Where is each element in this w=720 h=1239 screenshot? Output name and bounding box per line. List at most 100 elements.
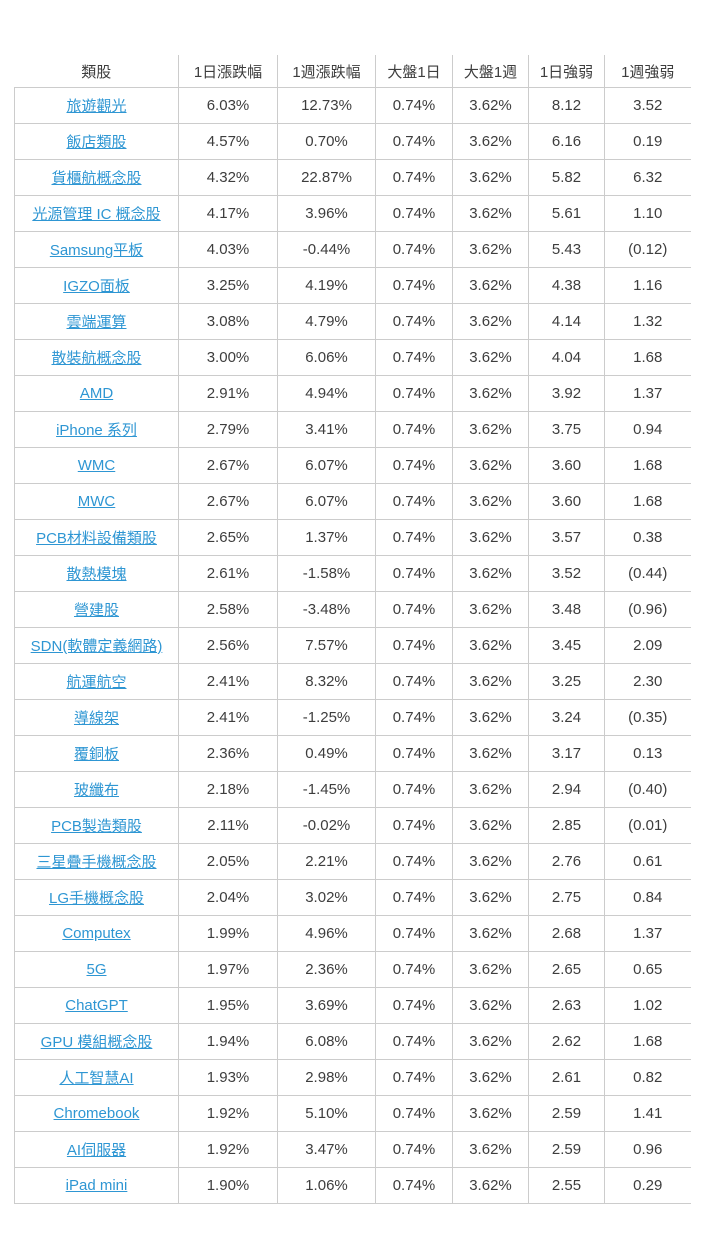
- cell-market_day: 0.74%: [375, 1167, 453, 1204]
- category-link[interactable]: Computex: [62, 925, 131, 942]
- cell-market_week: 3.62%: [452, 879, 529, 916]
- cell-category: PCB材料設備類股: [14, 519, 179, 556]
- category-link[interactable]: 飯店類股: [66, 134, 127, 151]
- cell-market_week: 3.62%: [452, 87, 529, 124]
- category-link[interactable]: MWC: [77, 493, 116, 510]
- table-row: PCB製造類股 2.11% -0.02% 0.74% 3.62% 2.85 (0.01): [14, 807, 691, 844]
- category-link[interactable]: SDN(軟體定義網路): [30, 638, 163, 655]
- cell-week_change: -0.44%: [277, 231, 376, 268]
- cell-week_strength: 0.82: [604, 1059, 691, 1096]
- cell-category: 覆銅板: [14, 735, 179, 772]
- category-link[interactable]: 雲端運算: [66, 314, 127, 331]
- column-header-day_change: 1日漲跌幅: [178, 55, 278, 88]
- cell-week_strength: 6.32: [604, 159, 691, 196]
- table-row: 導線架 2.41% -1.25% 0.74% 3.62% 3.24 (0.35): [14, 699, 691, 736]
- category-link[interactable]: 營建股: [73, 602, 119, 619]
- table-row: GPU 模組概念股 1.94% 6.08% 0.74% 3.62% 2.62 1.68: [14, 1023, 691, 1060]
- category-link[interactable]: Samsung平板: [49, 242, 144, 259]
- cell-category: 營建股: [14, 591, 179, 628]
- cell-week_change: 2.98%: [277, 1059, 376, 1096]
- cell-category: PCB製造類股: [14, 807, 179, 844]
- cell-market_day: 0.74%: [375, 591, 453, 628]
- cell-day_change: 2.58%: [178, 591, 278, 628]
- cell-day_strength: 3.45: [528, 627, 605, 664]
- category-link[interactable]: 旅遊觀光: [66, 98, 127, 115]
- cell-day_change: 4.17%: [178, 195, 278, 232]
- cell-day_change: 1.94%: [178, 1023, 278, 1060]
- cell-week_change: 3.96%: [277, 195, 376, 232]
- table-row: AMD 2.91% 4.94% 0.74% 3.62% 3.92 1.37: [14, 375, 691, 412]
- table-row: 飯店類股 4.57% 0.70% 0.74% 3.62% 6.16 0.19: [14, 123, 691, 160]
- category-link[interactable]: 人工智慧AI: [59, 1070, 134, 1087]
- category-link[interactable]: 覆銅板: [73, 746, 119, 763]
- table-row: AI伺服器 1.92% 3.47% 0.74% 3.62% 2.59 0.96: [14, 1131, 691, 1168]
- cell-market_day: 0.74%: [375, 699, 453, 736]
- category-link[interactable]: GPU 模組概念股: [40, 1034, 153, 1051]
- cell-category: WMC: [14, 447, 179, 484]
- category-link[interactable]: PCB材料設備類股: [36, 530, 157, 547]
- cell-day_strength: 3.25: [528, 663, 605, 700]
- cell-day_change: 1.97%: [178, 951, 278, 988]
- cell-day_change: 4.03%: [178, 231, 278, 268]
- cell-week_strength: 0.13: [604, 735, 691, 772]
- cell-week_strength: (0.44): [604, 555, 691, 592]
- category-link[interactable]: 散裝航概念股: [51, 350, 142, 367]
- cell-week_change: -0.02%: [277, 807, 376, 844]
- cell-category: 雲端運算: [14, 303, 179, 340]
- cell-market_day: 0.74%: [375, 231, 453, 268]
- cell-week_strength: 1.02: [604, 987, 691, 1024]
- category-link[interactable]: 三星疊手機概念股: [36, 854, 157, 871]
- cell-market_day: 0.74%: [375, 915, 453, 952]
- cell-week_change: 1.06%: [277, 1167, 376, 1204]
- cell-day_strength: 5.61: [528, 195, 605, 232]
- cell-market_week: 3.62%: [452, 195, 529, 232]
- category-link[interactable]: 玻纖布: [73, 782, 119, 799]
- category-link[interactable]: iPhone 系列: [56, 422, 137, 439]
- category-link[interactable]: 貨櫃航概念股: [51, 170, 142, 187]
- category-link[interactable]: 5G: [86, 961, 107, 978]
- category-link[interactable]: WMC: [77, 457, 116, 474]
- cell-market_day: 0.74%: [375, 663, 453, 700]
- category-link[interactable]: 導線架: [73, 710, 119, 727]
- category-link[interactable]: iPad mini: [65, 1177, 128, 1194]
- cell-week_strength: 0.96: [604, 1131, 691, 1168]
- category-link[interactable]: AI伺服器: [66, 1142, 127, 1159]
- cell-week_change: 4.96%: [277, 915, 376, 952]
- cell-week_strength: 1.10: [604, 195, 691, 232]
- sector-strength-table-container: 類股 1日漲跌幅 1週漲跌幅 大盤1日 大盤1週 1日強弱 1週強弱 旅遊觀光 6.03% 12…: [14, 55, 691, 1204]
- cell-week_strength: 0.65: [604, 951, 691, 988]
- cell-week_change: 4.94%: [277, 375, 376, 412]
- category-link[interactable]: 光源管理 IC 概念股: [32, 206, 161, 223]
- table-row: ChatGPT 1.95% 3.69% 0.74% 3.62% 2.63 1.02: [14, 987, 691, 1024]
- category-link[interactable]: AMD: [79, 385, 114, 402]
- cell-category: 導線架: [14, 699, 179, 736]
- table-row: 貨櫃航概念股 4.32% 22.87% 0.74% 3.62% 5.82 6.32: [14, 159, 691, 196]
- category-link[interactable]: 散熱模塊: [66, 566, 127, 583]
- cell-market_week: 3.62%: [452, 663, 529, 700]
- category-link[interactable]: 航運航空: [66, 674, 127, 691]
- category-link[interactable]: LG手機概念股: [48, 890, 144, 907]
- cell-market_day: 0.74%: [375, 123, 453, 160]
- column-header-week_change: 1週漲跌幅: [277, 55, 376, 88]
- cell-day_strength: 3.17: [528, 735, 605, 772]
- cell-week_change: 3.02%: [277, 879, 376, 916]
- category-link[interactable]: Chromebook: [53, 1105, 140, 1122]
- category-link[interactable]: IGZO面板: [63, 278, 130, 295]
- column-header-market_day: 大盤1日: [375, 55, 453, 88]
- cell-week_change: 3.69%: [277, 987, 376, 1024]
- cell-market_day: 0.74%: [375, 159, 453, 196]
- cell-day_change: 2.11%: [178, 807, 278, 844]
- table-row: SDN(軟體定義網路) 2.56% 7.57% 0.74% 3.62% 3.45 2.09: [14, 627, 691, 664]
- cell-market_week: 3.62%: [452, 843, 529, 880]
- cell-category: GPU 模組概念股: [14, 1023, 179, 1060]
- cell-week_change: 4.79%: [277, 303, 376, 340]
- cell-day_change: 1.92%: [178, 1095, 278, 1132]
- cell-market_week: 3.62%: [452, 1095, 529, 1132]
- cell-day_change: 3.08%: [178, 303, 278, 340]
- category-link[interactable]: PCB製造類股: [51, 818, 142, 835]
- cell-market_week: 3.62%: [452, 555, 529, 592]
- table-row: IGZO面板 3.25% 4.19% 0.74% 3.62% 4.38 1.16: [14, 267, 691, 304]
- category-link[interactable]: ChatGPT: [65, 997, 128, 1014]
- table-row: 旅遊觀光 6.03% 12.73% 0.74% 3.62% 8.12 3.52: [14, 87, 691, 124]
- cell-week_change: 6.07%: [277, 447, 376, 484]
